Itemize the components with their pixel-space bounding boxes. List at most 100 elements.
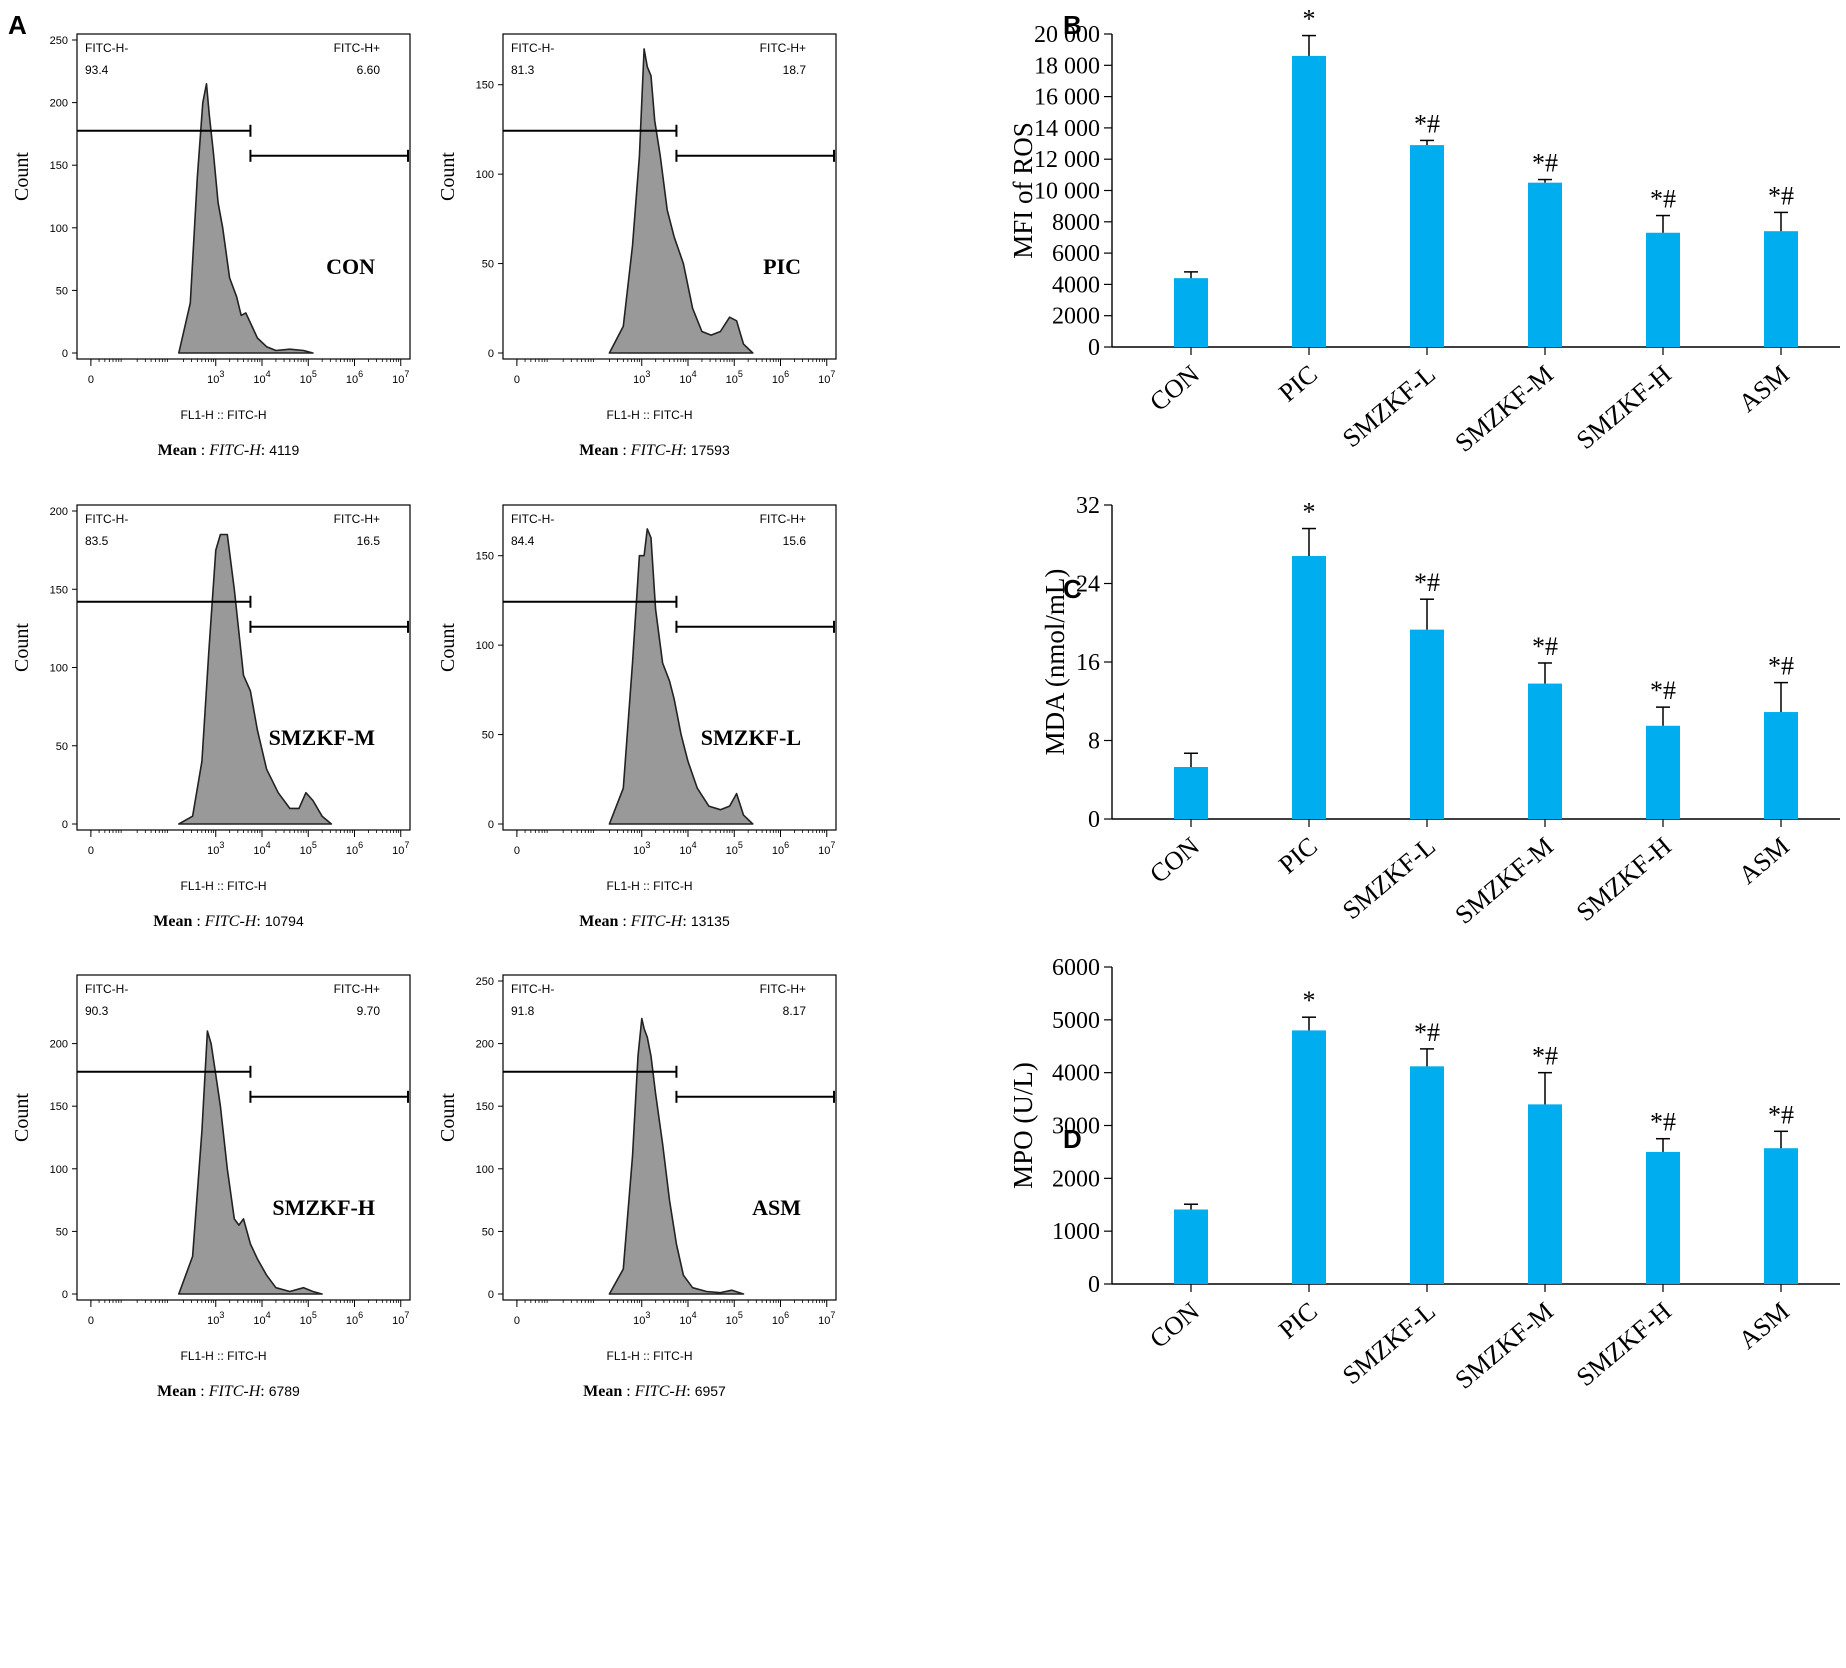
- bar: [1764, 1148, 1798, 1284]
- significance-marker: *#: [1414, 1018, 1440, 1047]
- y-tick-label: 24: [1076, 572, 1100, 598]
- mean-readout: Mean : FITC-H: 6957: [583, 1383, 726, 1400]
- x-tick-label: 103: [207, 369, 224, 386]
- x-tick-label: 104: [253, 369, 270, 386]
- histogram-area: [608, 48, 754, 354]
- bar: [1174, 766, 1208, 819]
- gate-positive-value: 6.60: [357, 63, 381, 77]
- significance-marker: *#: [1650, 185, 1676, 214]
- x-tick-label: 106: [772, 1310, 789, 1327]
- y-tick-label: 200: [50, 98, 68, 110]
- x-tick-label: 0: [514, 374, 520, 386]
- x-tick-label: 106: [772, 369, 789, 386]
- x-tick-label: SMZKF-L: [1337, 1296, 1441, 1390]
- y-tick-label: 1000: [1052, 1219, 1100, 1245]
- histogram-group-label: CON: [326, 254, 375, 279]
- x-tick-label: SMZKF-M: [1449, 1296, 1558, 1394]
- x-tick-label: 103: [207, 840, 224, 857]
- y-tick-label: 16: [1076, 650, 1100, 676]
- y-tick-label: 50: [56, 741, 68, 753]
- bar-chart-c: 0 8 16 24 32 MDA (nmol/mL) CON * PIC *# SMZKF-L *# S…: [1040, 493, 1840, 930]
- mean-value: 17593: [691, 442, 730, 458]
- y-tick-label: 4000: [1052, 1061, 1100, 1087]
- bar: [1646, 1151, 1680, 1284]
- gate-negative-value: 93.4: [85, 63, 109, 77]
- y-tick-label: 100: [50, 663, 68, 675]
- y-tick-label: 0: [488, 348, 494, 360]
- bar: [1646, 725, 1680, 819]
- bar: [1292, 1030, 1326, 1284]
- y-tick-label: 50: [56, 1226, 68, 1238]
- bar: [1528, 1104, 1562, 1284]
- x-tick-label: 106: [346, 369, 363, 386]
- x-tick-label: ASM: [1733, 831, 1795, 889]
- y-tick-label: 32: [1076, 493, 1100, 519]
- bar-chart-b: 0 2000 4000 6000 8000 10 000 12 000 14 000 16 00…: [1008, 5, 1840, 458]
- x-tick-label: 106: [772, 840, 789, 857]
- x-tick-label: PIC: [1273, 831, 1323, 879]
- y-tick-label: 8: [1088, 729, 1100, 755]
- y-tick-label: 50: [482, 1226, 494, 1238]
- y-tick-label: 3000: [1052, 1114, 1100, 1140]
- histogram-group-label: ASM: [752, 1195, 801, 1220]
- x-tick-label: 107: [818, 369, 835, 386]
- mean-separator: :: [192, 913, 204, 930]
- y-tick-label: 4000: [1052, 272, 1100, 298]
- y-tick-label: 150: [50, 160, 68, 172]
- mean-value: 6789: [269, 1383, 300, 1399]
- mean-separator: :: [196, 1383, 208, 1400]
- y-tick-label: 0: [62, 348, 68, 360]
- histogram-smzkf-l: 0 50 100 150 0 103 104 105 106 107 FITC-H- 84.4 FITC…: [437, 504, 837, 930]
- gate-positive-label: FITC-H+: [760, 41, 806, 55]
- mean-readout: Mean : FITC-H: 13135: [579, 913, 730, 930]
- x-tick-label: PIC: [1273, 359, 1323, 407]
- y-tick-label: 200: [50, 506, 68, 518]
- gate-negative-label: FITC-H-: [511, 41, 554, 55]
- panel-letter-b: B: [1063, 10, 1082, 40]
- significance-marker: *: [1303, 498, 1316, 527]
- bar: [1528, 683, 1562, 819]
- y-tick-label: 150: [50, 1101, 68, 1113]
- significance-marker: *: [1303, 5, 1316, 34]
- gate-negative-value: 83.5: [85, 534, 109, 548]
- x-tick-label: SMZKF-H: [1571, 1296, 1677, 1392]
- y-tick-label: 2000: [1052, 304, 1100, 330]
- x-tick-label: 103: [633, 369, 650, 386]
- x-tick-label: SMZKF-H: [1571, 831, 1677, 927]
- histogram-area: [177, 83, 314, 354]
- y-tick-label: 250: [476, 976, 494, 988]
- x-tick-label: 105: [726, 1310, 743, 1327]
- mean-param: FITC-H: [630, 442, 684, 459]
- y-tick-label: 0: [1088, 1272, 1100, 1298]
- y-axis-label: Count: [11, 152, 33, 201]
- significance-marker: *#: [1414, 109, 1440, 138]
- x-tick-label: 106: [346, 840, 363, 857]
- y-tick-label: 0: [1088, 335, 1100, 361]
- gate-positive-label: FITC-H+: [334, 982, 380, 996]
- significance-marker: *#: [1768, 181, 1794, 210]
- mean-param: FITC-H: [208, 442, 262, 459]
- x-tick-label: 103: [207, 1310, 224, 1327]
- x-tick-label: SMZKF-M: [1449, 359, 1558, 457]
- x-tick-label: 0: [88, 845, 94, 857]
- y-tick-label: 10 000: [1034, 179, 1100, 205]
- x-tick-label: 105: [300, 840, 317, 857]
- mean-label: Mean: [579, 442, 618, 459]
- y-tick-label: 100: [50, 1164, 68, 1176]
- mean-label: Mean: [583, 1383, 622, 1400]
- bar: [1292, 556, 1326, 819]
- mean-label: Mean: [579, 913, 618, 930]
- x-tick-label: 107: [392, 840, 409, 857]
- bar: [1410, 1066, 1444, 1284]
- gate-negative-label: FITC-H-: [85, 512, 128, 526]
- mean-separator: :: [618, 913, 630, 930]
- y-axis-label: Count: [437, 152, 459, 201]
- mean-param: FITC-H: [634, 1383, 688, 1400]
- gate-negative-label: FITC-H-: [511, 512, 554, 526]
- mean-value: 13135: [691, 913, 730, 929]
- gate-positive-value: 9.70: [357, 1004, 381, 1018]
- y-tick-label: 0: [62, 819, 68, 831]
- bar: [1292, 55, 1326, 347]
- x-tick-label: 107: [818, 840, 835, 857]
